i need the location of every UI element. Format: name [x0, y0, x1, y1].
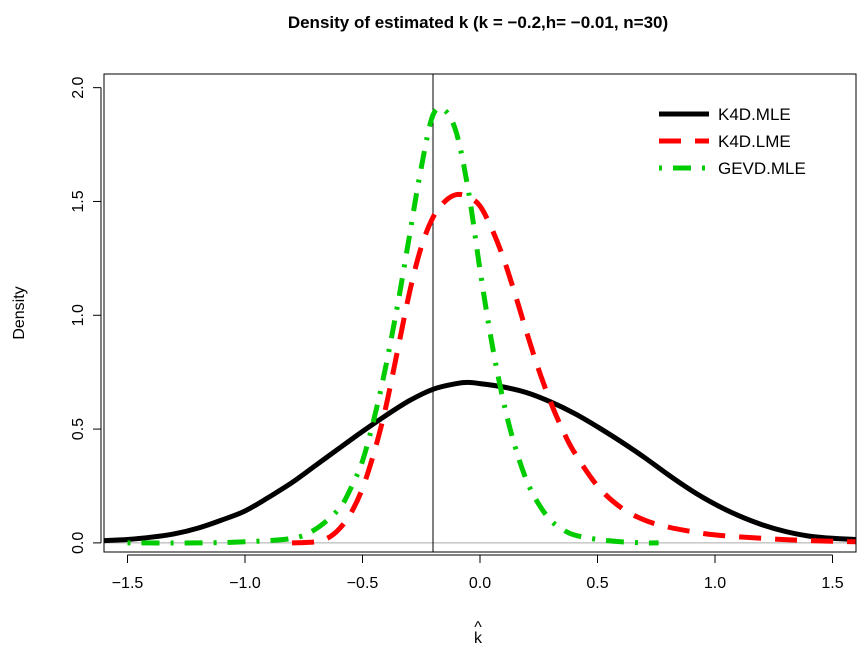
- y-tick-label: 1.0: [70, 304, 87, 326]
- series-layer: [104, 105, 856, 546]
- chart-title: Density of estimated k (k = −0.2,h= −0.0…: [288, 13, 668, 32]
- legend-label: K4D.MLE: [718, 105, 791, 124]
- x-tick-label: −1.5: [112, 575, 144, 592]
- x-axis: −1.5 −1.0 −0.5 0.0 0.5 1.0 1.5: [112, 554, 844, 592]
- x-axis-accent: ^: [474, 619, 482, 636]
- y-tick-label: 2.0: [70, 76, 87, 98]
- series-line-k4d-mle: [104, 379, 856, 544]
- plot-region: [103, 73, 857, 553]
- y-axis-label: Density: [11, 286, 28, 339]
- x-tick-label: −1.0: [229, 575, 261, 592]
- series-line-k4d-lme: [291, 191, 856, 546]
- x-tick-label: 1.0: [704, 575, 726, 592]
- x-tick-label: 0.5: [586, 575, 608, 592]
- y-tick-label: 1.5: [70, 190, 87, 212]
- legend-label: GEVD.MLE: [718, 159, 806, 178]
- legend: K4D.MLE K4D.LME GEVD.MLE: [659, 105, 806, 178]
- series-line-gevd-mle: [127, 105, 659, 546]
- y-axis: 0.0 0.5 1.0 1.5 2.0: [70, 76, 102, 554]
- legend-label: K4D.LME: [718, 132, 791, 151]
- x-tick-label: −0.5: [347, 575, 379, 592]
- x-tick-label: 1.5: [821, 575, 843, 592]
- x-tick-label: 0.0: [469, 575, 491, 592]
- y-tick-label: 0.0: [70, 532, 87, 554]
- x-axis-label: k: [474, 630, 483, 647]
- plot-frame: [103, 73, 857, 553]
- y-tick-label: 0.5: [70, 418, 87, 440]
